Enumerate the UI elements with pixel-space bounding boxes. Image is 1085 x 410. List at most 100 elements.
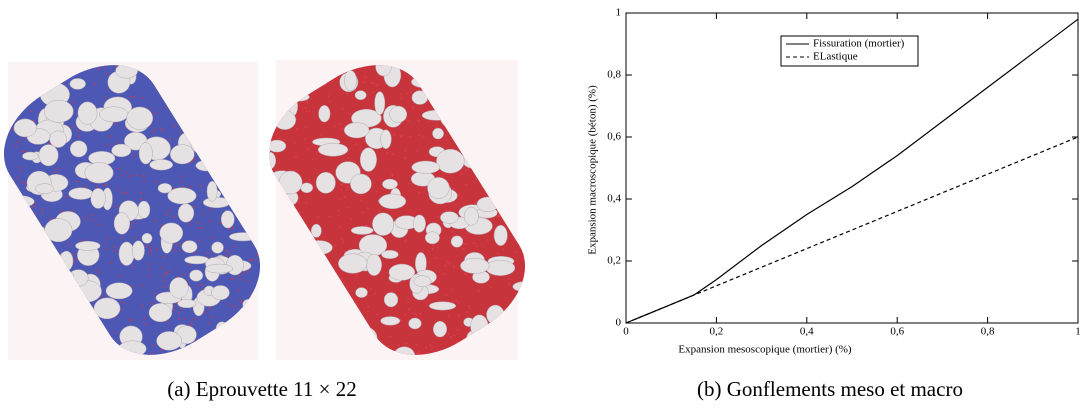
speckle xyxy=(3,123,6,126)
speckle xyxy=(472,242,475,245)
speckle xyxy=(147,59,150,62)
speckle xyxy=(118,275,121,278)
speckle xyxy=(173,248,176,251)
speckle xyxy=(141,304,144,307)
speckle xyxy=(308,179,311,182)
speckle xyxy=(260,125,263,128)
speckle xyxy=(160,266,163,269)
speckle xyxy=(1,309,4,312)
speckle xyxy=(122,192,125,195)
speckle xyxy=(447,332,450,335)
speckle xyxy=(57,167,60,170)
speckle xyxy=(435,126,438,129)
speckle xyxy=(524,91,527,94)
speckle xyxy=(412,106,415,109)
speckle xyxy=(163,279,166,282)
aggregate xyxy=(412,214,426,233)
speckle xyxy=(23,150,26,153)
speckle xyxy=(190,322,193,325)
speckle xyxy=(407,291,410,294)
speckle xyxy=(405,92,408,95)
aggregate xyxy=(84,162,114,184)
speckle xyxy=(259,81,262,84)
speckle xyxy=(70,209,73,212)
aggregate xyxy=(118,241,135,266)
speckle xyxy=(360,194,363,197)
speckle xyxy=(437,246,440,249)
speckle xyxy=(259,345,262,348)
aggregate xyxy=(512,281,538,293)
speckle xyxy=(422,135,425,138)
aggregate xyxy=(220,210,235,229)
speckle xyxy=(134,236,137,239)
speckle xyxy=(92,214,95,217)
speckle xyxy=(94,82,97,85)
speckle xyxy=(114,122,117,125)
aggregate xyxy=(43,99,74,123)
speckle xyxy=(463,273,466,276)
speckle xyxy=(219,222,222,225)
speckle xyxy=(1,278,4,281)
aggregate xyxy=(131,240,145,261)
speckle xyxy=(361,211,364,214)
aggregate xyxy=(169,277,189,299)
speckle xyxy=(225,254,228,257)
speckle xyxy=(334,244,337,247)
speckle xyxy=(519,128,522,131)
speckle xyxy=(161,275,164,278)
aggregate xyxy=(350,226,374,235)
speckle xyxy=(70,125,73,128)
speckle xyxy=(435,256,438,259)
aggregate xyxy=(126,106,154,130)
aggregate xyxy=(383,292,399,308)
speckle xyxy=(121,308,124,311)
speckle xyxy=(71,101,74,104)
speckle xyxy=(130,285,133,288)
speckle xyxy=(271,277,274,280)
speckle xyxy=(457,301,460,304)
data-line xyxy=(625,18,1079,324)
aggregate xyxy=(366,253,382,276)
aggregate xyxy=(211,241,224,254)
speckle xyxy=(2,71,5,74)
speckle xyxy=(376,313,379,316)
speckle xyxy=(340,183,343,186)
y-tick-label: 0 xyxy=(616,317,622,329)
speckle xyxy=(514,251,517,254)
aggregate xyxy=(433,320,448,338)
speckle xyxy=(360,199,363,202)
speckle xyxy=(507,278,510,281)
speckle xyxy=(305,110,308,113)
aggregate xyxy=(141,232,153,244)
speckle xyxy=(343,195,346,198)
speckle xyxy=(486,239,489,242)
speckle xyxy=(400,97,403,100)
aggregate xyxy=(181,240,198,254)
speckle xyxy=(340,236,343,239)
speckle xyxy=(167,269,170,272)
speckle xyxy=(415,343,418,346)
speckle xyxy=(355,302,358,305)
speckle xyxy=(176,243,179,246)
y-tick-label: 0,8 xyxy=(607,69,621,81)
speckle xyxy=(209,208,212,211)
speckle xyxy=(104,184,107,187)
speckle xyxy=(270,338,273,341)
speckle xyxy=(164,272,167,275)
aggregate xyxy=(411,160,441,174)
speckle xyxy=(1,335,4,338)
speckle xyxy=(126,191,129,194)
speckle xyxy=(345,188,348,191)
speckle xyxy=(234,305,237,308)
speckle xyxy=(231,226,234,229)
speckle xyxy=(20,59,23,62)
speckle xyxy=(54,170,57,173)
speckle xyxy=(448,262,451,265)
speckle xyxy=(103,242,106,245)
speckle xyxy=(283,138,286,141)
speckle xyxy=(404,342,407,345)
speckle xyxy=(340,277,343,280)
aggregate xyxy=(156,331,182,351)
speckle xyxy=(407,300,410,303)
speckle xyxy=(255,258,258,261)
